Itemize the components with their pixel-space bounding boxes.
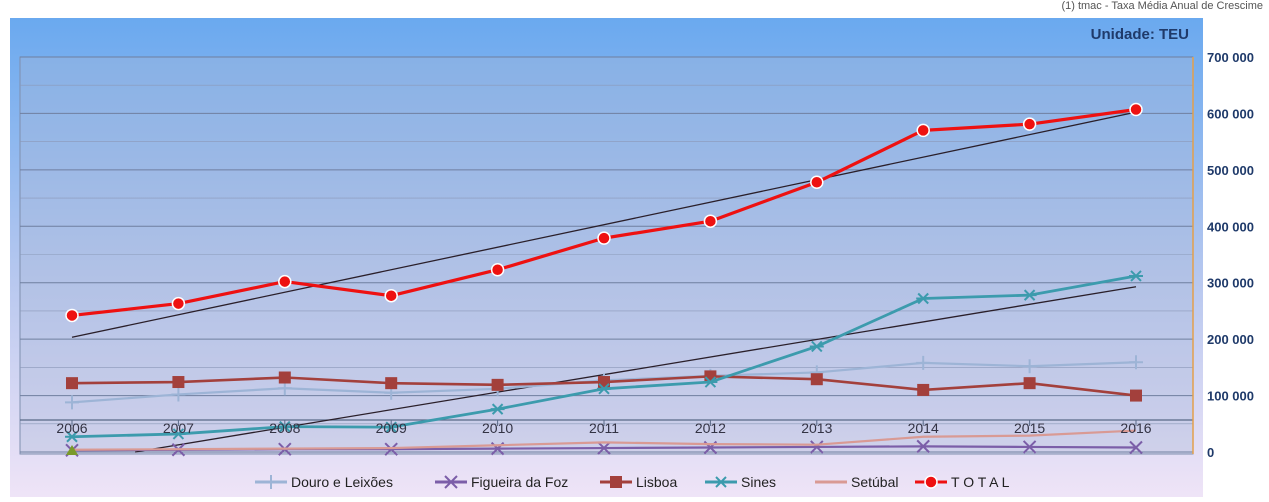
x-tick-label: 2014 [908,420,939,436]
x-tick-label: 2013 [801,420,832,436]
data-point [809,340,824,353]
y-tick-label: 600 000 [1207,106,1254,121]
x-tick-label: 2007 [163,420,194,436]
data-point [917,383,930,396]
y-tick-label: 100 000 [1207,389,1254,404]
legend-marker [924,475,938,489]
legend-marker [714,476,728,488]
trend-line [134,286,1137,453]
x-axis-labels: 2006 2007 2008 2009 2010 2011 2012 2013 2014 2015… [56,420,1151,436]
data-point [810,373,823,386]
series [65,270,1143,443]
legend-label: Sines [741,474,776,490]
chart-svg: 2006 2007 2008 2009 2010 2011 2012 2013 2014 2015… [10,18,1254,497]
series [71,429,1137,451]
data-point [490,403,505,415]
grid-lines [20,56,1194,454]
data-point [916,123,930,138]
data-point [278,371,291,384]
x-tick-label: 2012 [695,420,726,436]
data-point [384,421,399,433]
legend-label: Douro e Leixões [291,474,393,490]
legend-label: Lisboa [636,474,677,490]
data-point [490,262,505,277]
data-point [1130,389,1142,402]
legend-label: T O T A L [951,474,1010,490]
data-point [1022,359,1037,374]
data-point [703,214,718,228]
data-point [1129,355,1143,370]
x-tick-label: 2016 [1120,420,1151,436]
x-tick-label: 2009 [376,420,407,436]
legend-item: Setúbal [815,474,898,490]
unit-label: Unidade: TEU [1091,26,1189,43]
y-tick-label: 700 000 [1207,50,1254,65]
legend-item: Lisboa [600,474,677,490]
footnote: (1) tmac - Taxa Média Anual de Crescime [1061,0,1263,12]
series-line [71,429,1137,451]
data-point [384,442,398,456]
data-point [278,274,292,289]
legend-marker [264,475,278,489]
data-point [1022,440,1037,454]
y-tick-label: 200 000 [1207,332,1254,347]
series [66,370,1142,402]
series-group [65,102,1143,458]
data-point [810,175,824,190]
data-point [65,395,79,410]
data-point [916,292,931,305]
legend-item: T O T A L [915,474,1010,490]
line-chart: 2006 2007 2008 2009 2010 2011 2012 2013 2014 2015… [0,18,1269,497]
legend-label: Figueira da Foz [471,474,568,490]
data-point [703,376,718,388]
data-point [385,377,398,390]
legend-marker [444,475,458,489]
legend-item: Sines [705,474,776,490]
x-tick-label: 2011 [589,420,619,436]
trend-lines [71,111,1137,453]
y-tick-label: 400 000 [1207,219,1254,234]
data-point [277,420,292,433]
origin-marker [66,445,78,455]
data-point [172,376,185,389]
data-point [916,439,930,454]
x-tick-label: 2015 [1014,420,1045,436]
data-point [597,441,611,455]
data-point [277,381,292,396]
data-point [65,431,79,443]
data-point [916,355,931,370]
data-point [171,387,186,402]
x-tick-label: 2008 [269,420,300,436]
data-point [1129,270,1143,282]
x-tick-label: 2006 [56,420,87,436]
y-tick-label: 500 000 [1207,163,1254,178]
data-point [171,428,186,440]
data-point [1129,102,1143,117]
y-axis-labels: 0 100 000 200 000 300 000 400 000 500 000 600 … [1207,50,1254,460]
trend-line [71,111,1137,338]
data-point [1022,117,1037,131]
data-point [384,288,398,303]
legend-label: Setúbal [851,474,898,490]
x-tick-label: 2010 [482,420,513,436]
data-point [491,378,504,391]
y-tick-label: 0 [1207,445,1214,460]
data-point [1022,289,1037,301]
data-point [597,231,611,245]
chart-background [10,18,1203,497]
legend-item: Figueira da Foz [435,474,568,490]
data-point [171,296,186,311]
data-point [810,440,824,454]
series [65,102,1143,323]
data-point [598,376,610,389]
data-point [65,308,79,323]
data-point [66,377,78,390]
data-point [1023,377,1036,390]
data-point [597,383,611,395]
legend: Douro e Leixões Figueira da Foz Lisboa Sine… [255,474,1010,490]
legend-item: Douro e Leixões [255,474,393,490]
y-tick-label: 300 000 [1207,276,1254,291]
legend-marker [610,476,622,488]
data-point [1129,440,1143,455]
